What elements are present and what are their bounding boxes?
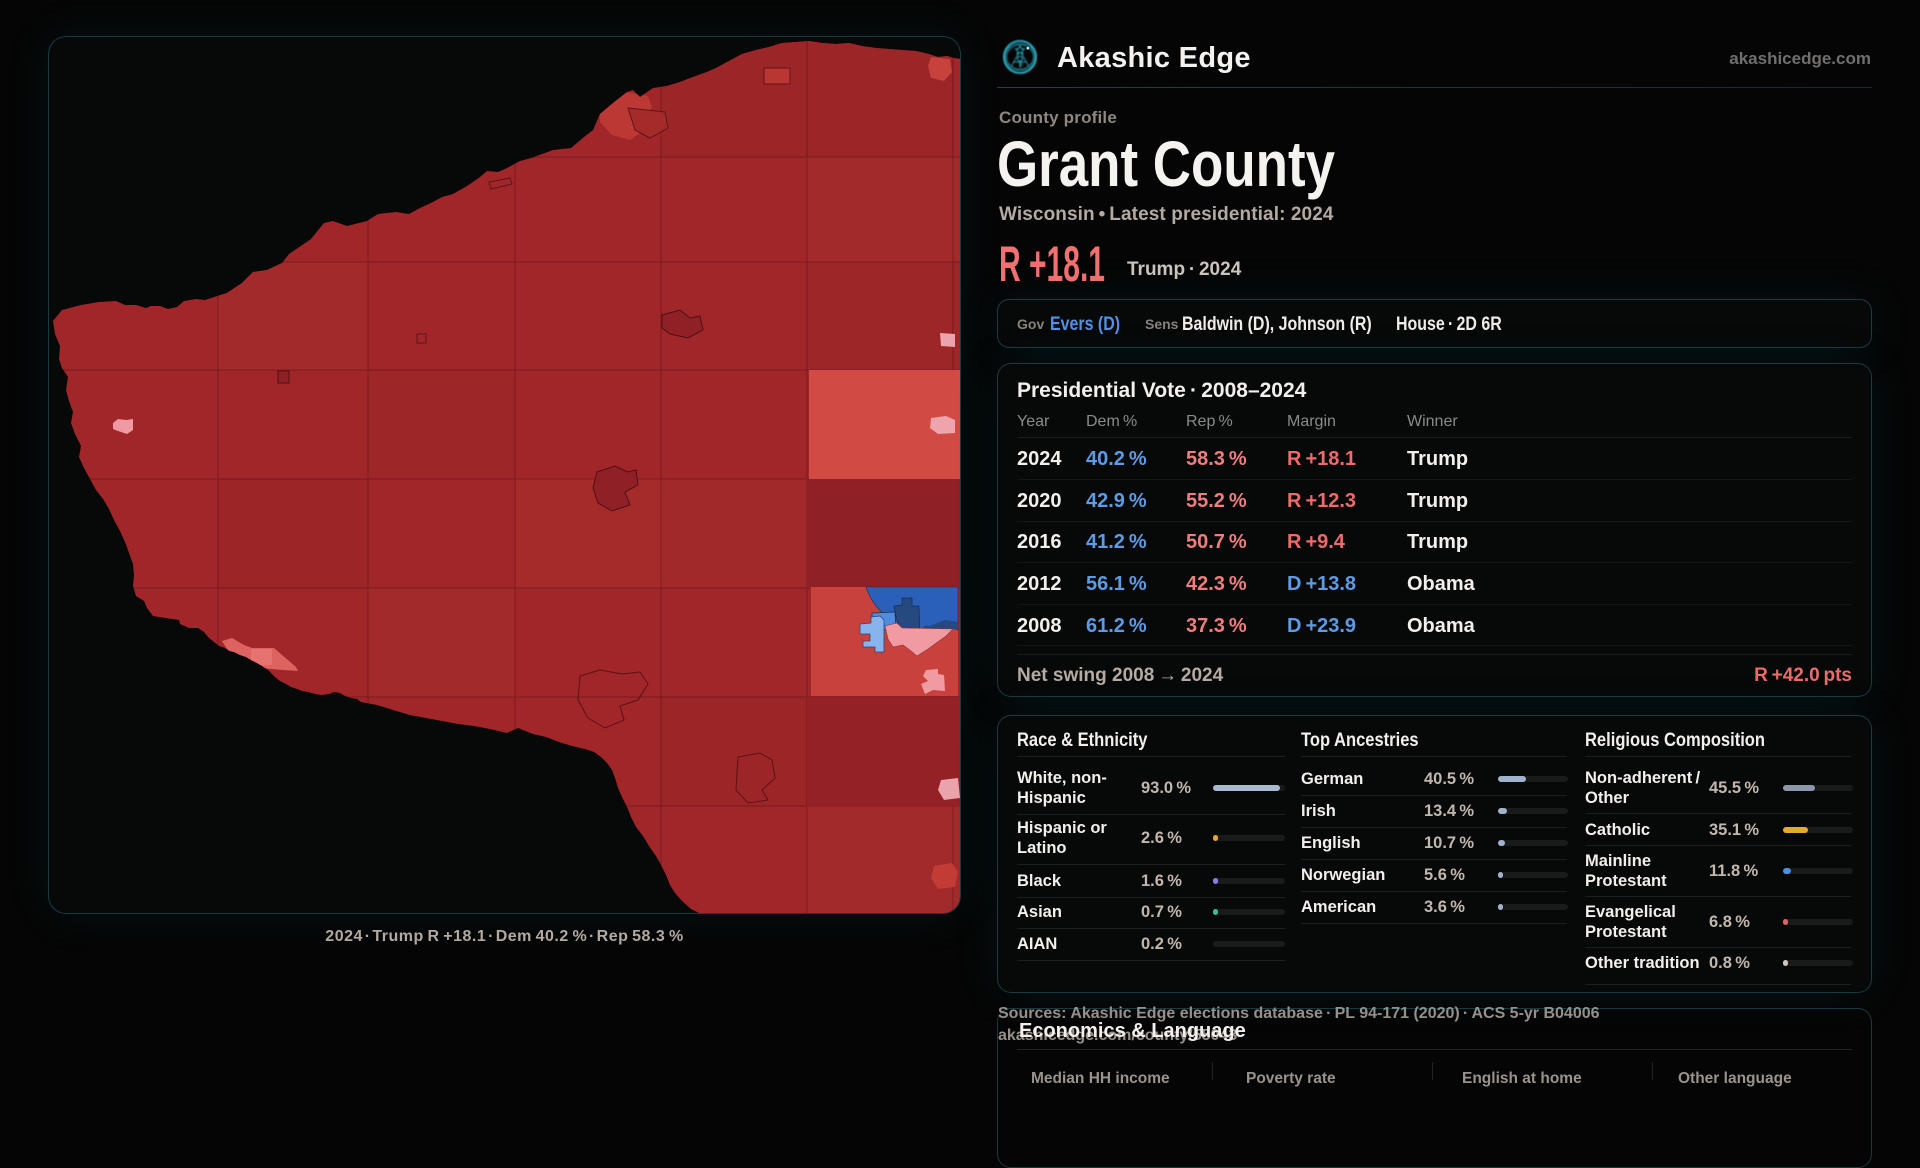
svg-text:R +18.1: R +18.1	[999, 244, 1105, 290]
svg-text:Grant County: Grant County	[997, 132, 1335, 200]
